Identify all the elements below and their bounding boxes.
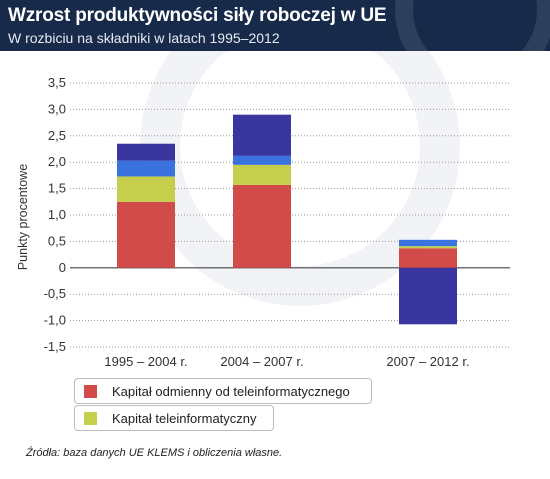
legend-swatch	[84, 412, 97, 425]
bar-segment	[233, 184, 291, 268]
y-tick-label: 0,5	[48, 233, 66, 248]
bar-segment	[399, 239, 457, 247]
y-tick-label: 3,5	[48, 75, 66, 90]
chart-subtitle: W rozbiciu na składniki w latach 1995–20…	[8, 30, 280, 46]
y-tick-label: 3,0	[48, 101, 66, 116]
header-decoration	[395, 0, 550, 51]
legend-label: Kapitał odmienny od teleinformatycznego	[112, 384, 350, 399]
x-tick-label: 2004 – 2007 r.	[220, 354, 303, 369]
bar-segment	[399, 246, 457, 249]
bar-segment	[399, 248, 457, 268]
legend-swatch	[84, 385, 97, 398]
y-tick-label: 1,5	[48, 181, 66, 196]
chart-area: 3,5 3,0 2,5 2,0 1,5 1,0 0,5 0 -0,5 -1,0 -1,5 1995 …	[0, 0, 550, 416]
bar-chart: 3,5 3,0 2,5 2,0 1,5 1,0 0,5 0 -0,5 -1,0 -1,5 1995 …	[16, 0, 510, 369]
source-note: Źródła: baza danych UE KLEMS i obliczeni…	[26, 447, 283, 459]
bar-segment	[117, 160, 175, 177]
bar-segment	[233, 164, 291, 185]
x-axis-ticks: 1995 – 2004 r. 2004 – 2007 r. 2007 – 2012 …	[104, 354, 469, 369]
x-tick-label: 1995 – 2004 r.	[104, 354, 187, 369]
bar-segment	[233, 114, 291, 156]
bar-segment	[117, 143, 175, 161]
y-tick-label: 1,0	[48, 207, 66, 222]
bar-segment	[117, 201, 175, 268]
y-tick-label: -1,5	[44, 339, 66, 354]
chart-header: Wzrost produktywności siły roboczej w UE…	[0, 0, 550, 51]
legend-item-ict-capital: Kapitał teleinformatyczny	[74, 405, 274, 431]
chart-title: Wzrost produktywności siły roboczej w UE	[8, 5, 387, 26]
x-tick-label: 2007 – 2012 r.	[386, 354, 469, 369]
y-tick-label: 0	[59, 260, 66, 275]
y-tick-label: -1,0	[44, 313, 66, 328]
y-tick-label: 2,5	[48, 128, 66, 143]
bar-segment	[399, 267, 457, 325]
y-axis-ticks: 3,5 3,0 2,5 2,0 1,5 1,0 0,5 0 -0,5 -1,0 -1,5	[44, 75, 66, 354]
bars	[117, 114, 457, 325]
y-tick-label: 2,0	[48, 154, 66, 169]
watermark-ring	[140, 0, 460, 306]
bar-segment	[117, 176, 175, 202]
bar-segment	[233, 155, 291, 165]
background-watermark	[140, 0, 460, 306]
legend-label: Kapitał teleinformatyczny	[112, 411, 257, 426]
legend-item-non-ict-capital: Kapitał odmienny od teleinformatycznego	[74, 378, 372, 404]
y-tick-label: -0,5	[44, 286, 66, 301]
y-axis-label: Punkty procentowe	[16, 164, 30, 270]
